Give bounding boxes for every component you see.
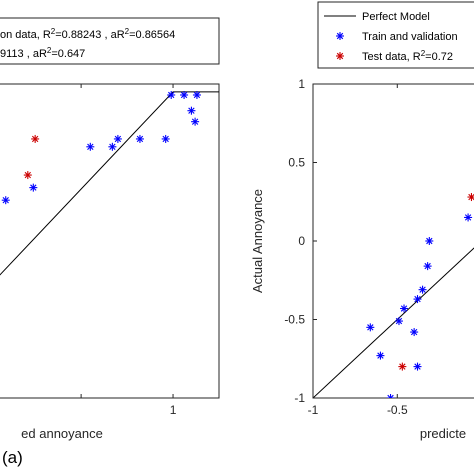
x-axis-label: ed annoyance xyxy=(21,426,103,441)
data-point-s0-p4 xyxy=(113,134,122,143)
data-point-s1-p0 xyxy=(467,193,474,202)
data-point-s0-p2 xyxy=(386,394,395,398)
legend-entry: Train and validation xyxy=(362,31,458,43)
data-point-s0-p1 xyxy=(29,183,38,192)
data-point-s0-p10 xyxy=(425,237,434,245)
data-point-s0-p8 xyxy=(418,285,427,294)
legend-asterisk-swatch xyxy=(336,52,344,60)
x-tick-label: -0.5 xyxy=(387,403,408,417)
plot-frame xyxy=(312,83,474,399)
data-point-s0-p5 xyxy=(135,134,144,143)
data-point-s0-p2 xyxy=(86,142,95,151)
legend-entry: Perfect Model xyxy=(362,11,430,23)
data-point-s1-p0 xyxy=(31,134,40,143)
data-point-s0-p10 xyxy=(192,90,201,99)
legend-box xyxy=(317,1,474,69)
x-axis-label: predicte xyxy=(420,426,466,441)
data-point-s0-p7 xyxy=(167,90,176,99)
figure-caption: (a) xyxy=(2,448,23,467)
data-point-s1-p1 xyxy=(398,362,407,371)
data-point-s0-p5 xyxy=(410,328,419,337)
data-point-s0-p6 xyxy=(413,295,422,304)
data-point-s0-p7 xyxy=(413,362,422,371)
legend-entry: Test data, R2=0.72 xyxy=(362,49,453,64)
legend-entry: on data, R2=0.88243 , aR2=0.86564 xyxy=(0,27,175,42)
plot-area xyxy=(313,193,474,398)
y-tick-label: 0 xyxy=(298,234,305,248)
data-point-s0-p11 xyxy=(464,213,473,222)
data-point-s0-p9 xyxy=(423,262,432,271)
plot-frame xyxy=(0,83,220,399)
data-point-s0-p0 xyxy=(1,196,10,205)
data-point-s0-p3 xyxy=(394,317,403,326)
perfect-model-line xyxy=(0,91,219,276)
data-point-s0-p8 xyxy=(180,90,189,99)
data-point-s0-p11 xyxy=(191,117,200,126)
x-tick-label: 1 xyxy=(170,403,177,417)
data-point-s0-p9 xyxy=(187,106,196,115)
plot-area xyxy=(0,90,219,276)
y-tick-label: -0.5 xyxy=(284,313,305,327)
legend-box xyxy=(0,17,220,65)
legend-asterisk-swatch xyxy=(336,32,344,40)
y-axis-label: Actual Annoyance xyxy=(250,189,265,293)
data-point-s0-p3 xyxy=(108,142,117,151)
perfect-model-line xyxy=(313,247,474,398)
x-tick-label: -1 xyxy=(308,403,319,417)
data-point-s0-p0 xyxy=(366,323,375,332)
data-point-s0-p4 xyxy=(400,304,409,313)
y-tick-label: -1 xyxy=(294,391,305,405)
data-point-s0-p6 xyxy=(161,134,170,143)
y-tick-label: 1 xyxy=(298,77,305,91)
legend-entry: 9113 , aR2=0.647 xyxy=(0,46,85,61)
y-tick-label: 0.5 xyxy=(288,156,305,170)
data-point-s0-p1 xyxy=(376,351,385,360)
data-point-s1-p1 xyxy=(23,171,32,180)
